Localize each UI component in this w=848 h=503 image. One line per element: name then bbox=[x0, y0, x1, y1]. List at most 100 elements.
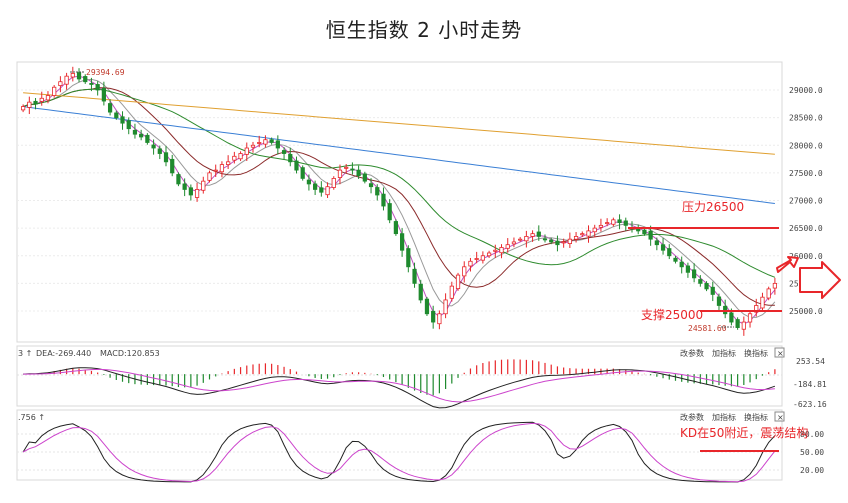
candle-body bbox=[58, 81, 63, 86]
candle bbox=[412, 262, 417, 288]
candle-body bbox=[573, 236, 579, 240]
candle-body bbox=[356, 169, 361, 177]
candle bbox=[561, 238, 566, 248]
candle bbox=[226, 155, 231, 170]
price-tick-label: 26500.0 bbox=[789, 224, 823, 233]
main-panel-frame bbox=[16, 61, 783, 343]
candle-body bbox=[257, 142, 262, 144]
candle-body bbox=[611, 219, 616, 225]
candle bbox=[89, 77, 94, 92]
candle-body bbox=[499, 247, 504, 254]
candle-body bbox=[580, 233, 585, 236]
candle bbox=[313, 180, 318, 195]
candle-body bbox=[555, 240, 560, 246]
candle-body bbox=[52, 86, 57, 96]
candle-body bbox=[95, 84, 100, 91]
candle bbox=[505, 238, 510, 253]
candle bbox=[319, 181, 324, 197]
candle bbox=[250, 141, 256, 153]
macd-switch-indicator-button: 换指标 bbox=[744, 348, 768, 358]
candle bbox=[455, 272, 461, 291]
candle-body bbox=[667, 248, 672, 257]
candle bbox=[381, 187, 386, 211]
candle bbox=[431, 305, 436, 329]
candle-body bbox=[387, 203, 392, 221]
candle bbox=[704, 281, 709, 292]
candle bbox=[114, 110, 119, 120]
price-tick-label: 29000.0 bbox=[789, 86, 823, 95]
kd-add-indicator-button: 加指标 bbox=[712, 412, 736, 422]
candle bbox=[107, 99, 113, 116]
macd-tick-top: 253.54 bbox=[796, 357, 825, 366]
candle-body bbox=[406, 248, 411, 268]
candle-body bbox=[455, 274, 461, 290]
candle-body bbox=[766, 288, 771, 299]
candle bbox=[760, 292, 765, 312]
kd-buttons[interactable]: 改参数 加指标 换指标 × bbox=[680, 411, 785, 422]
high-label: 29394.69 bbox=[86, 68, 125, 77]
macd-header-prefix: 3 ↑ bbox=[18, 349, 32, 358]
candle-body bbox=[623, 220, 628, 226]
chart-title: 恒生指数 2 小时走势 bbox=[325, 18, 523, 42]
candle bbox=[393, 219, 399, 236]
candle-body bbox=[244, 147, 249, 155]
k-line bbox=[22, 421, 776, 483]
candle bbox=[468, 257, 473, 272]
candle-body bbox=[120, 116, 125, 124]
candle-body bbox=[331, 177, 336, 188]
low-label: 24581.60 bbox=[688, 324, 727, 333]
candle bbox=[542, 234, 548, 243]
kd-tick-50: 50.00 bbox=[800, 448, 824, 457]
macd-panel-frame bbox=[16, 345, 783, 407]
candle bbox=[269, 137, 274, 145]
candle-body bbox=[704, 282, 709, 290]
candle-body bbox=[89, 82, 94, 85]
price-tick-label: 28000.0 bbox=[789, 141, 823, 150]
d-line bbox=[22, 422, 776, 483]
candle bbox=[368, 178, 374, 194]
support-label: 支撑25000 bbox=[641, 307, 703, 322]
candle bbox=[331, 176, 336, 190]
candle-body bbox=[685, 265, 691, 273]
candle bbox=[151, 139, 156, 155]
candle-body bbox=[710, 286, 715, 295]
macd-lines bbox=[23, 367, 776, 409]
candles bbox=[20, 66, 778, 336]
candle bbox=[20, 104, 26, 113]
candle-body bbox=[344, 166, 349, 169]
macd-buttons[interactable]: 改参数 加指标 换指标 × bbox=[680, 347, 785, 358]
candle-body bbox=[760, 296, 765, 309]
candle bbox=[555, 235, 560, 252]
candle bbox=[101, 81, 106, 106]
ma120-line bbox=[23, 106, 775, 204]
candle bbox=[660, 238, 666, 255]
candle bbox=[617, 214, 622, 230]
candle bbox=[64, 72, 69, 90]
high-marker: 29394.69 bbox=[70, 68, 125, 77]
candle-body bbox=[350, 168, 355, 171]
candle-body bbox=[300, 167, 305, 179]
candle-body bbox=[313, 183, 318, 190]
candle bbox=[201, 176, 206, 194]
candle-body bbox=[269, 139, 274, 143]
resistance-label: 压力26500 bbox=[682, 200, 744, 214]
candle bbox=[598, 218, 604, 232]
candle bbox=[418, 279, 423, 304]
price-tick-label: 26000.0 bbox=[789, 252, 823, 261]
candle bbox=[120, 111, 125, 130]
candle-body bbox=[139, 133, 144, 138]
candle bbox=[76, 68, 82, 83]
candle bbox=[623, 217, 628, 231]
candle bbox=[754, 298, 759, 317]
candle bbox=[406, 245, 411, 273]
candle bbox=[741, 316, 746, 336]
candle-body bbox=[542, 238, 548, 241]
kd-header-label: .756 ↑ bbox=[18, 413, 45, 422]
candle-body bbox=[586, 230, 591, 237]
candle bbox=[194, 182, 200, 202]
ma250-line bbox=[23, 92, 775, 155]
candle-body bbox=[747, 313, 753, 323]
candle-body bbox=[294, 160, 299, 171]
candle-body bbox=[182, 183, 187, 190]
